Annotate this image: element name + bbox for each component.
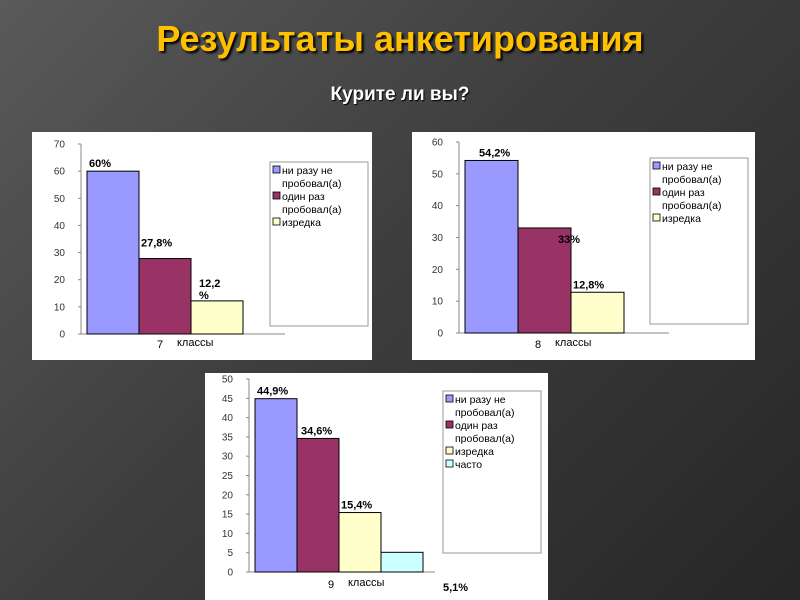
data-label: 44,9% [257,386,288,398]
bar-3 [338,512,382,573]
legend-label: изредка [662,213,701,225]
chart-grade-9: 0 5 10 15 20 25 30 35 40 45 50 44,9% 34,6% 15,4% 5,1% 9… [205,373,548,600]
legend [269,161,369,327]
data-label: 27,8% [141,238,172,250]
bar-3 [570,291,625,334]
legend-swatch [272,191,281,200]
y-tick-label: 35 [222,432,234,443]
legend-swatch [445,394,454,403]
x-axis-label: классы [348,577,384,589]
data-label: 15,4% [341,500,372,512]
legend-swatch [652,161,661,170]
data-label: 12,2% [199,278,220,302]
y-tick-label: 25 [222,471,234,482]
y-tick-label: 30 [432,233,444,244]
legend-label: изредка [282,217,321,229]
bar-2 [296,437,340,573]
legend [649,157,749,325]
bar-1 [86,170,140,335]
y-tick-label: 40 [54,221,66,232]
bar-1 [254,398,298,573]
y-tick-label: 10 [432,297,444,308]
bar-2 [517,227,572,334]
y-tick-label: 0 [437,329,443,340]
y-tick-label: 20 [432,265,444,276]
category-label: 9 [328,579,334,591]
category-label: 8 [535,339,541,351]
chart-svg: 0 5 10 15 20 25 30 35 40 45 50 44,9% 34,6% 15,4% 5,1% 9… [222,375,542,594]
legend [442,390,542,554]
chart-grade-8: 0 10 20 30 40 50 60 54,2% 33% 12,8% 8 классы ни разу… [412,132,755,360]
legend-label: один раз пробовал(а) [455,420,514,445]
y-tick-label: 60 [54,167,66,178]
y-tick-label: 5 [227,548,233,559]
x-axis-label: классы [555,337,591,349]
legend-swatch [272,165,281,174]
y-tick-label: 10 [54,302,66,313]
legend-label: изредка [455,446,494,458]
legend-swatch [445,459,454,468]
y-tick-label: 50 [54,194,66,205]
legend-swatch [272,217,281,226]
legend-swatch [652,187,661,196]
y-tick-label: 50 [222,375,234,386]
legend-swatch [445,446,454,455]
y-tick-label: 30 [54,248,66,259]
legend-label: ни разу не пробовал(а) [282,165,341,190]
y-tick-label: 60 [432,138,444,149]
y-tick-label: 30 [222,452,234,463]
bar-2 [138,258,192,335]
y-tick-label: 45 [222,394,234,405]
y-tick-label: 40 [222,413,234,424]
legend-label: ни разу не пробовал(а) [662,161,721,186]
bar-1 [464,159,519,334]
data-label: 54,2% [479,147,510,159]
legend-swatch [652,213,661,222]
legend-label: один раз пробовал(а) [282,191,341,216]
y-tick-label: 20 [54,275,66,286]
legend-label: один раз пробовал(а) [662,187,721,212]
chart-svg: 0 10 20 30 40 50 60 54,2% 33% 12,8% 8 классы ни разу… [432,138,749,351]
data-label: 12,8% [573,279,604,291]
data-label: 33% [558,234,580,246]
data-label: 60% [89,158,111,170]
y-tick-label: 40 [432,201,444,212]
y-tick-label: 0 [227,568,233,579]
page-title: Результаты анкетирования [156,18,644,59]
y-tick-label: 70 [54,140,66,151]
data-label: 34,6% [301,425,332,437]
legend-label: ни разу не пробовал(а) [455,394,514,419]
y-tick-label: 10 [222,529,234,540]
data-label: 5,1% [443,582,468,594]
y-tick-label: 20 [222,490,234,501]
chart-svg: 0 10 20 30 40 50 60 70 60% 27,8% 12,2 % 7 классы ни ра… [54,140,369,351]
bar-4 [380,551,424,573]
bar-3 [190,300,244,335]
legend-label: часто [455,459,482,471]
category-label: 7 [157,339,163,351]
x-axis-label: классы [177,337,213,349]
legend-swatch [445,420,454,429]
y-tick-label: 0 [59,330,65,341]
y-tick-label: 15 [222,510,234,521]
survey-question: Курите ли вы? [330,84,470,105]
chart-grade-7: 0 10 20 30 40 50 60 70 60% 27,8% 12,2% 7 классы ни ра… [32,132,372,360]
y-tick-label: 50 [432,169,444,180]
